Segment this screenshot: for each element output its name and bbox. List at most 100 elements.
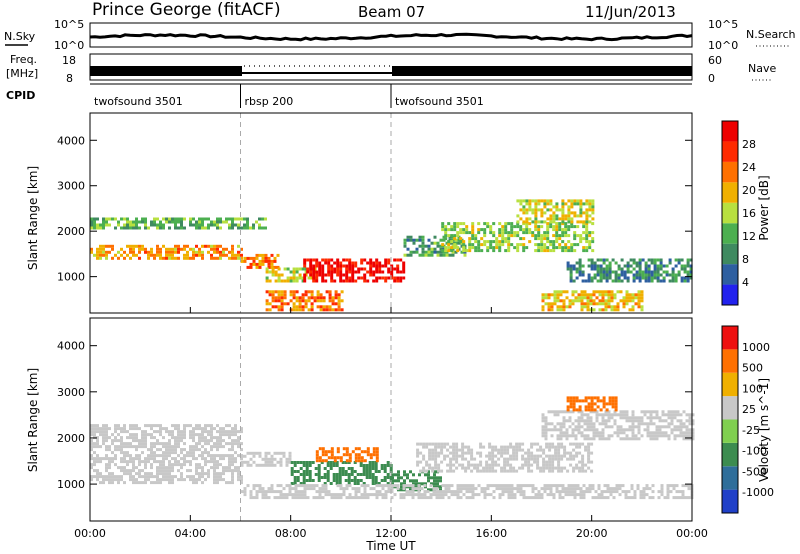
velocity-cell xyxy=(433,482,436,486)
power-cell xyxy=(222,247,225,251)
velocity-cell xyxy=(296,470,300,473)
velocity-cell xyxy=(417,484,421,488)
velocity-cell xyxy=(329,464,333,467)
power-cell xyxy=(336,273,340,277)
velocity-cell xyxy=(652,431,656,435)
power-cell xyxy=(339,261,343,265)
velocity-cell xyxy=(548,442,552,446)
velocity-cell xyxy=(302,479,306,482)
power-cell xyxy=(108,223,111,227)
velocity-cell xyxy=(495,487,499,491)
velocity-cell xyxy=(473,457,477,461)
velocity-cell xyxy=(464,469,468,473)
velocity-cell xyxy=(513,496,517,500)
power-cell xyxy=(339,264,343,268)
power-cell xyxy=(570,205,574,209)
velocity-cell xyxy=(545,445,549,449)
velocity-cell xyxy=(183,433,186,437)
velocity-cell xyxy=(427,488,430,492)
velocity-cell xyxy=(273,463,277,467)
power-cell xyxy=(210,223,213,227)
velocity-cell xyxy=(531,484,535,488)
power-cell xyxy=(634,302,638,306)
power-cell xyxy=(546,208,550,212)
velocity-cell xyxy=(177,469,180,473)
velocity-cell xyxy=(323,467,327,470)
power-cell xyxy=(321,273,325,277)
power-cell xyxy=(192,247,195,251)
power-cell xyxy=(656,279,660,283)
power-cell xyxy=(319,305,323,309)
velocity-cell xyxy=(542,451,546,455)
power-cell xyxy=(477,231,481,235)
power-cell xyxy=(492,246,496,250)
power-cell xyxy=(424,250,428,254)
velocity-cell xyxy=(213,457,216,461)
power-cell xyxy=(617,264,621,268)
velocity-ytick-label: 3000 xyxy=(57,386,85,399)
power-cell xyxy=(135,220,138,224)
power-cell xyxy=(596,264,600,268)
power-cell xyxy=(345,270,349,274)
velocity-cell xyxy=(135,454,138,458)
power-cell xyxy=(608,264,612,268)
power-cell xyxy=(582,237,586,241)
velocity-cell xyxy=(273,490,277,494)
power-cell xyxy=(280,305,284,309)
power-cell xyxy=(561,208,565,212)
velocity-cell xyxy=(216,442,219,446)
velocity-cell xyxy=(351,450,355,454)
power-cell xyxy=(638,273,642,277)
velocity-cell xyxy=(557,469,561,473)
power-cell xyxy=(653,270,657,274)
velocity-cell xyxy=(383,479,387,482)
velocity-cell xyxy=(344,479,348,482)
velocity-cell xyxy=(222,454,225,458)
velocity-cell xyxy=(296,479,300,482)
velocity-cell xyxy=(108,427,111,431)
power-cell xyxy=(567,217,571,221)
power-cell xyxy=(546,228,550,232)
velocity-cell xyxy=(213,469,216,473)
velocity-cell xyxy=(688,437,692,441)
velocity-cell xyxy=(509,445,513,449)
power-cell xyxy=(588,240,592,244)
power-cell xyxy=(249,256,253,260)
power-cell xyxy=(333,267,337,271)
power-cell xyxy=(564,231,568,235)
velocity-cell xyxy=(640,416,644,420)
velocity-cell xyxy=(231,433,234,437)
velocity-cell xyxy=(419,460,423,464)
velocity-cell xyxy=(213,478,216,482)
power-cell xyxy=(390,264,394,268)
velocity-cell xyxy=(362,482,366,485)
velocity-cell xyxy=(634,425,638,429)
power-cell xyxy=(543,211,547,215)
power-cell xyxy=(117,250,120,254)
power-cell xyxy=(501,225,505,229)
velocity-cell xyxy=(177,445,180,449)
velocity-cell xyxy=(400,482,403,486)
power-band xyxy=(441,222,595,253)
power-cell xyxy=(623,273,627,277)
velocity-cell xyxy=(427,479,430,483)
velocity-cell xyxy=(222,445,225,449)
velocity-cell xyxy=(682,434,686,438)
power-cell xyxy=(558,246,562,250)
velocity-cell xyxy=(470,463,474,467)
velocity-cell xyxy=(573,493,577,497)
power-cell xyxy=(258,223,261,227)
velocity-cell xyxy=(427,473,430,477)
power-cell xyxy=(258,217,261,221)
power-cell xyxy=(228,250,231,254)
velocity-cell xyxy=(446,454,450,458)
power-cell xyxy=(240,226,243,230)
velocity-cell xyxy=(473,463,477,467)
power-cell xyxy=(114,253,117,257)
velocity-cell xyxy=(604,422,608,426)
velocity-cell xyxy=(132,439,135,443)
velocity-cell xyxy=(553,410,557,414)
power-cell xyxy=(546,225,550,229)
velocity-cell xyxy=(123,451,126,455)
power-cell xyxy=(498,246,502,250)
